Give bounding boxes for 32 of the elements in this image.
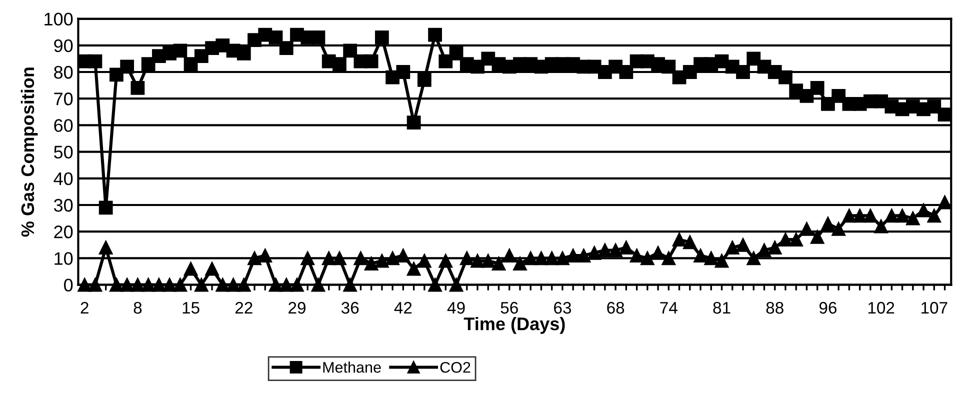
x-tick-label: 8	[134, 302, 142, 314]
y-tick-label: 60	[54, 119, 73, 132]
x-tick-label: 102	[868, 302, 894, 314]
x-tick-label: 2	[80, 302, 88, 314]
x-tick-label: 22	[235, 302, 252, 314]
y-tick-label: 0	[64, 278, 73, 292]
x-tick-label: 29	[288, 302, 306, 314]
x-tick-label: 96	[819, 302, 836, 314]
x-tick-label: 88	[766, 302, 784, 314]
y-tick-label: 80	[54, 66, 73, 79]
x-tick-label: 107	[922, 302, 948, 314]
x-tick-label: 36	[341, 302, 359, 314]
legend-label: Methane	[323, 362, 381, 373]
y-tick-label: 90	[54, 39, 73, 52]
x-tick-label: 81	[713, 302, 730, 314]
x-tick-label: 68	[607, 302, 624, 314]
x-tick-label: 42	[394, 302, 412, 314]
y-axis-title: % Gas Composition	[20, 68, 38, 237]
y-tick-label: 30	[54, 198, 73, 212]
x-tick-label: 74	[660, 302, 678, 314]
legend-label: CO2	[440, 362, 470, 373]
y-tick-label: 100	[44, 12, 73, 26]
y-tick-label: 20	[54, 226, 73, 238]
y-tick-label: 10	[54, 252, 73, 265]
x-tick-label: 56	[500, 302, 518, 314]
x-tick-label: 63	[554, 302, 572, 314]
y-tick-label: 40	[54, 172, 73, 186]
y-tick-label: 70	[54, 92, 73, 106]
x-axis-title: Time (Days)	[464, 317, 565, 334]
y-tick-label: 50	[54, 146, 73, 159]
x-tick-label: 15	[182, 302, 200, 314]
x-tick-label: 49	[447, 302, 465, 314]
